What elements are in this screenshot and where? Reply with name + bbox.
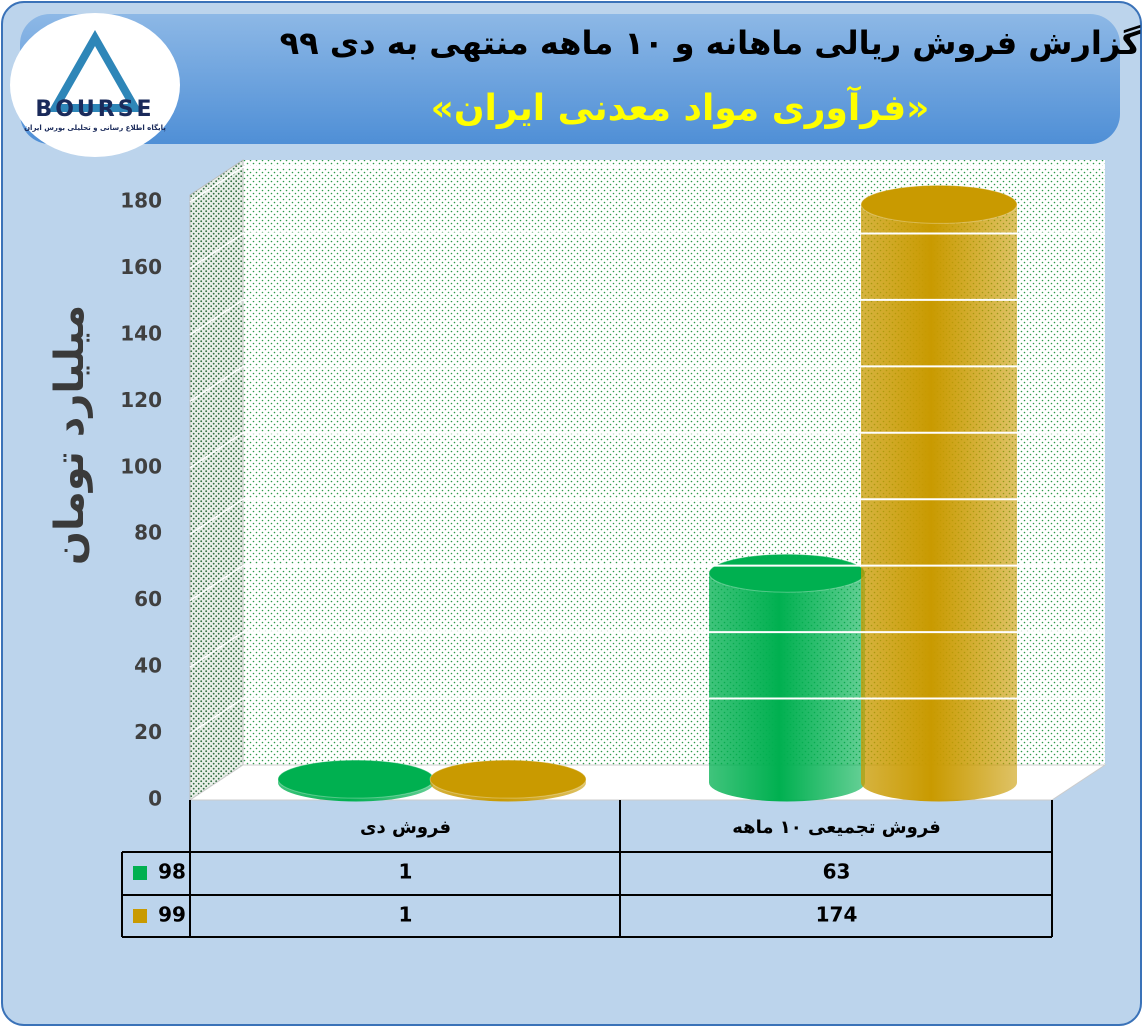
- grid-line: [189, 365, 244, 402]
- table-value: 174: [816, 903, 858, 927]
- bar-top: [860, 184, 1018, 224]
- bar-top: [708, 553, 866, 593]
- y-tick-label: 120: [120, 388, 162, 412]
- grid-line: [189, 697, 244, 735]
- grid-line: [189, 432, 244, 469]
- y-tick-label: 0: [148, 787, 162, 811]
- table-value: 1: [399, 860, 413, 884]
- data-table: [121, 800, 1053, 938]
- grid-line: [189, 565, 244, 602]
- plot: [277, 184, 1018, 802]
- legend-swatch: [133, 866, 147, 880]
- legend-label: 99: [158, 903, 186, 927]
- table-value: 63: [823, 860, 851, 884]
- logo-caption: پایگاه اطلاع رسانی و تحلیلی بورس ایران: [24, 123, 166, 132]
- legend-swatch: [133, 909, 147, 923]
- bar: [861, 204, 1017, 802]
- chart-title: گزارش فروش ریالی ماهانه و ۱۰ ماهه منتهی …: [280, 24, 1141, 62]
- bar: [709, 573, 865, 802]
- y-tick-label: 140: [120, 321, 162, 345]
- table-value: 1: [399, 903, 413, 927]
- logo-text: BOURSE: [35, 97, 154, 122]
- grid-line: [189, 498, 244, 535]
- y-tick-label: 80: [134, 521, 162, 545]
- y-tick-label: 160: [120, 255, 162, 279]
- y-tick-label: 60: [134, 587, 162, 611]
- y-tick-label: 40: [134, 654, 162, 678]
- y-axis-label: میلیارد تومان: [47, 305, 93, 565]
- grid-line: [189, 166, 244, 203]
- y-tick-label: 20: [134, 720, 162, 744]
- y-tick-label: 180: [120, 189, 162, 213]
- title-banner: [20, 14, 1120, 144]
- legend-label: 98: [158, 860, 186, 884]
- x-tick-label: فروش تجمیعی ۱۰ ماهه: [732, 817, 941, 838]
- grid-line: [189, 232, 244, 270]
- grid-line: [189, 631, 244, 668]
- y-tick-label: 100: [120, 454, 162, 478]
- grid-line: [189, 299, 244, 336]
- bar-top: [429, 759, 587, 799]
- bar-top: [277, 759, 435, 799]
- chart-subtitle: «فرآوری مواد معدنی ایران»: [431, 85, 930, 129]
- x-tick-label: فروش دی: [360, 817, 451, 838]
- logo-icon: [48, 29, 142, 112]
- logo-badge: [10, 13, 180, 157]
